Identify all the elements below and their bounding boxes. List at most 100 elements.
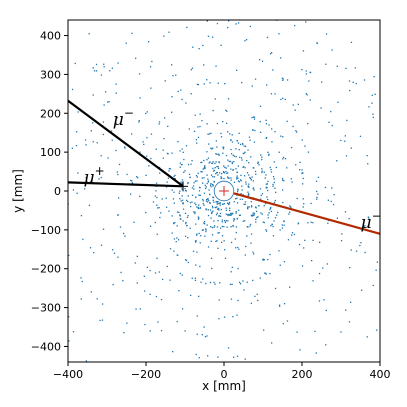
hit-point [169,168,171,170]
hit-point [149,66,152,68]
hit-point [202,278,204,280]
hit-point [260,131,262,133]
hit-point [316,198,318,200]
y-tick-label: 0 [54,185,61,198]
hit-point [264,203,267,205]
hit-point [217,232,219,234]
hit-point [223,240,225,242]
hit-point [221,235,224,237]
hit-point [373,76,375,78]
y-tick-label: 200 [40,107,61,120]
hit-point [199,113,201,115]
hit-point [213,220,215,222]
hit-point [200,171,202,173]
hit-point [238,248,240,250]
hit-point [190,69,192,71]
hit-point [210,147,212,149]
hit-point [238,214,241,216]
hit-point [252,180,254,182]
hit-point [74,62,76,65]
hit-point [291,181,293,183]
hit-point [201,171,203,173]
hit-point [228,202,231,204]
hit-point [253,116,256,118]
hit-point [84,188,86,190]
hit-point [185,259,188,262]
hit-point [212,161,214,163]
hit-point [113,252,116,254]
hit-point [146,266,148,269]
hit-point [199,194,201,196]
hit-point [198,295,200,297]
hit-point [202,200,204,202]
hit-point [350,147,352,149]
hit-point [355,82,357,85]
hit-point [269,166,271,169]
hit-point [213,226,215,228]
hit-point [220,215,222,217]
hit-point [93,70,96,72]
hit-point [185,145,188,147]
hit-point [103,66,105,68]
hit-point [282,78,284,80]
hit-point [225,109,227,111]
hit-point [223,171,225,173]
hit-point [182,220,184,222]
hit-point [242,152,244,155]
hit-point [350,301,352,303]
hit-point [309,71,311,74]
hit-point [176,225,178,227]
hit-point [194,212,196,215]
hit-point [205,229,207,231]
hit-point [171,111,173,113]
hit-point [232,225,235,227]
hit-point [245,39,248,41]
hit-point [302,198,304,200]
hit-point [160,298,163,301]
hit-point [109,70,111,72]
hit-point [350,41,353,43]
hit-point [219,202,221,204]
hit-point [219,282,221,284]
hit-point [267,198,269,201]
hit-point [267,217,269,219]
hit-point [224,220,226,222]
hit-point [253,118,256,120]
hit-point [107,157,109,159]
hit-point [244,254,246,256]
hit-point [207,198,209,201]
hit-point [330,200,332,203]
hit-point [276,214,278,216]
hit-point [103,63,105,65]
hit-point [368,106,370,108]
hit-point [237,189,239,191]
hit-point [178,211,180,214]
hit-point [143,275,145,277]
hit-point [206,201,209,203]
hit-point [76,131,78,133]
hit-point [247,206,249,208]
hit-point [84,139,87,141]
hit-point [240,157,243,159]
hit-point [312,239,314,241]
hit-point [259,277,261,279]
hit-point [203,192,206,194]
hit-point [302,206,304,208]
hit-point [216,22,219,25]
hit-point [193,188,195,190]
hit-point [198,194,200,196]
hit-point [130,179,132,182]
hit-point [201,120,203,122]
hit-point [207,133,209,135]
hit-point [320,107,322,109]
hit-point [241,159,243,161]
hit-point [206,174,208,176]
hit-point [148,165,150,167]
hit-point [124,147,126,149]
hit-point [196,83,199,85]
hit-point [249,177,252,180]
hit-point [217,247,219,249]
hit-point [205,282,207,285]
hit-point [228,177,230,179]
hit-point [266,187,268,189]
